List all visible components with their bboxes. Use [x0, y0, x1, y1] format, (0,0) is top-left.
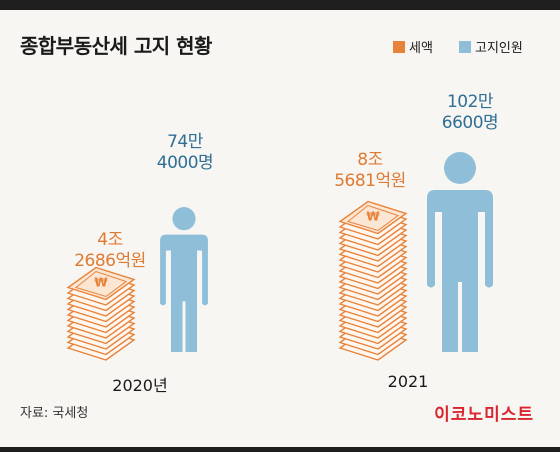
- value-label-tax-2021: 8조 5681억원: [320, 150, 420, 192]
- legend-label-people: 고지인원: [475, 41, 523, 56]
- chart-title: 종합부동산세 고지 현황: [20, 34, 212, 58]
- people-mark-2020년: [160, 207, 208, 352]
- category-label-2020: 2020년: [112, 376, 168, 395]
- brand-logo: 이코노미스트: [434, 405, 534, 425]
- value-label-tax-2020-line1: 4조: [97, 230, 123, 250]
- legend-label-tax: 세액: [409, 41, 433, 56]
- value-label-people-2021-line1: 102만: [446, 92, 494, 112]
- source-note: 자료: 국세청: [20, 406, 89, 421]
- value-label-people-2021-line2: 6600명: [441, 113, 499, 133]
- value-label-tax-2020-line2: 2686억원: [74, 251, 146, 271]
- legend-item-tax: 세액: [393, 37, 433, 56]
- value-label-people-2021: 102만 6600명: [420, 92, 520, 134]
- tax-mark-2021: ₩: [338, 200, 408, 361]
- category-label-2021: 2021: [387, 372, 429, 391]
- svg-text:₩: ₩: [366, 210, 380, 224]
- tax-mark-2020년: ₩: [66, 266, 136, 361]
- value-label-people-2020: 74만 4000명: [135, 132, 235, 174]
- legend-swatch-tax: [393, 40, 405, 53]
- value-label-people-2020-line1: 74만: [167, 132, 203, 152]
- svg-text:₩: ₩: [94, 276, 108, 290]
- value-label-people-2020-line2: 4000명: [156, 153, 214, 173]
- value-label-tax-2021-line2: 5681억원: [334, 171, 406, 191]
- legend-swatch-people: [459, 40, 471, 53]
- top-bar: [0, 0, 560, 10]
- value-label-tax-2021-line1: 8조: [357, 150, 383, 170]
- value-label-tax-2020: 4조 2686억원: [60, 230, 160, 272]
- legend-item-people: 고지인원: [459, 37, 523, 56]
- bottom-bar: [0, 447, 560, 452]
- people-mark-2021: [427, 152, 493, 352]
